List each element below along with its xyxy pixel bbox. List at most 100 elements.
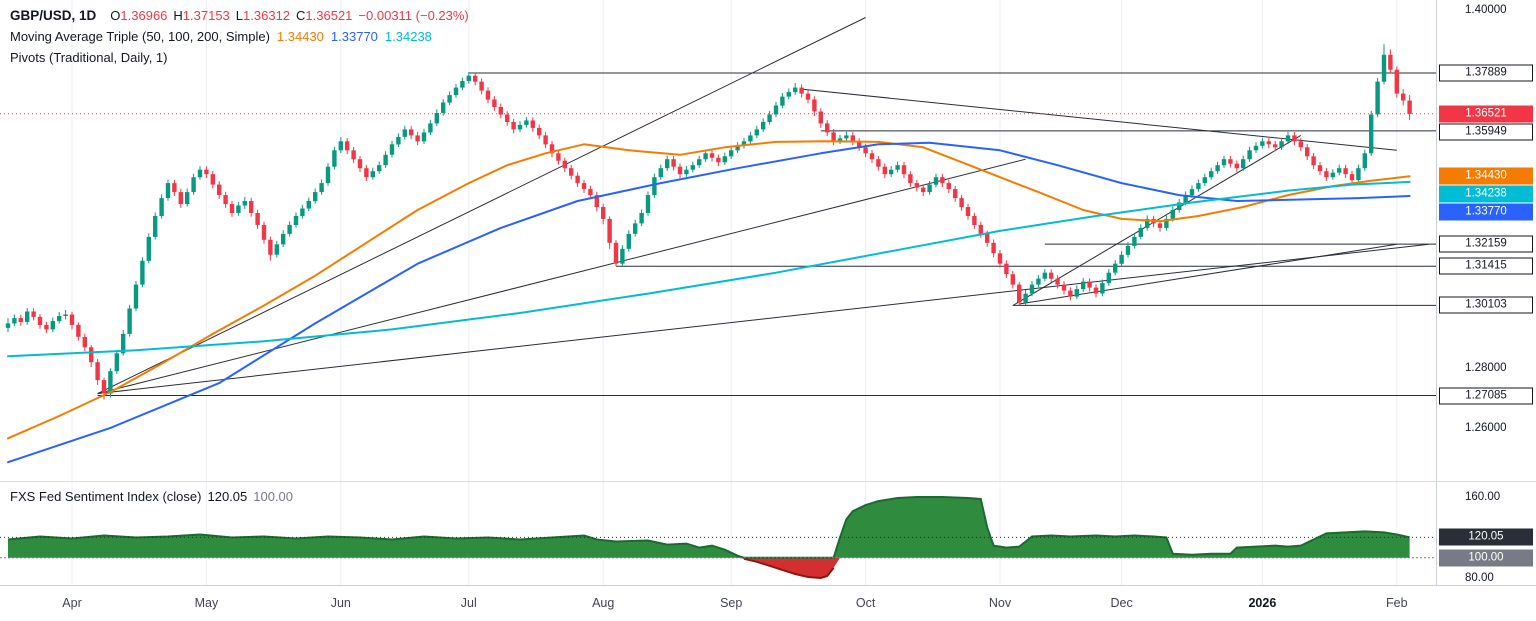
candle-body: [1394, 69, 1399, 94]
candle-body: [1093, 287, 1099, 294]
candle-body: [1087, 281, 1092, 288]
candle-body: [1029, 284, 1035, 294]
trendline[interactable]: [97, 17, 866, 395]
candle-body: [524, 120, 529, 125]
sentiment-pane-svg[interactable]: [0, 481, 1436, 585]
candles[interactable]: [5, 44, 1412, 400]
x-axis-label: Dec: [1110, 596, 1133, 610]
price-pane-svg[interactable]: [0, 0, 1436, 481]
ma-indicator-row[interactable]: Moving Average Triple (50, 100, 200, Sim…: [10, 26, 469, 47]
candle-body: [1401, 93, 1406, 101]
price-scale[interactable]: 1.40000 1.28000 1.26000 1.37889 1.36521 1.359…: [1436, 0, 1536, 585]
candle-body: [1023, 293, 1028, 303]
candle-body: [1253, 145, 1259, 151]
candle-body: [985, 233, 990, 243]
candle-body: [613, 242, 619, 264]
candle-body: [882, 166, 887, 175]
candle-body: [1189, 189, 1195, 196]
candle-body: [1209, 171, 1214, 178]
candle-body: [857, 141, 862, 148]
ohlc-values: O1.36966 H1.37153 L1.36312 C1.36521: [104, 8, 352, 23]
candle-body: [1407, 100, 1412, 114]
candle-body: [159, 198, 164, 216]
candle-body: [1042, 272, 1047, 279]
candle-body: [89, 347, 94, 363]
candle-body: [1074, 289, 1079, 297]
candle-body: [261, 224, 267, 240]
candle-body: [543, 135, 548, 145]
pivot-price-badge: 1.31415: [1439, 257, 1533, 275]
candle-body: [217, 184, 222, 195]
current-price-badge: 1.36521: [1439, 105, 1533, 123]
candle-body: [1202, 177, 1207, 184]
candle-body: [748, 135, 753, 142]
x-axis-label: 2026: [1248, 596, 1277, 610]
candle-body: [1324, 171, 1329, 178]
symbol-row[interactable]: GBP/USD, 1D O1.36966 H1.37153 L1.36312 C1.36…: [10, 5, 469, 26]
candle-body: [351, 150, 356, 160]
candle-body: [645, 195, 651, 213]
sentiment-pane[interactable]: [0, 481, 1436, 585]
candle-body: [396, 136, 401, 145]
candle-body: [460, 81, 465, 88]
pane-separator[interactable]: [0, 481, 1536, 482]
x-axis-label: Feb: [1386, 596, 1408, 610]
candle-body: [716, 157, 721, 163]
ohlc-value: 1.36521: [305, 8, 353, 23]
symbol-title[interactable]: GBP/USD, 1D: [10, 8, 97, 23]
candle-body: [57, 316, 62, 322]
candle-body: [121, 333, 126, 354]
candle-body: [281, 233, 286, 245]
candle-body: [1010, 274, 1015, 285]
candle-body: [1183, 195, 1188, 203]
candle-body: [466, 75, 471, 82]
sma-100-line[interactable]: [7, 141, 1411, 464]
candle-body: [242, 201, 247, 206]
candle-body: [639, 213, 644, 224]
candle-body: [1177, 202, 1182, 210]
candle-body: [741, 141, 747, 146]
candle-body: [389, 144, 395, 155]
x-axis-label: Apr: [62, 596, 82, 610]
trendline[interactable]: [97, 243, 1429, 395]
x-axis-label: May: [194, 596, 219, 610]
pivots-indicator-title: Pivots (Traditional, Daily, 1): [10, 50, 168, 65]
candle-body: [25, 311, 30, 322]
candle-body: [1138, 227, 1143, 237]
candle-body: [735, 145, 740, 151]
candle-body: [441, 102, 446, 113]
trendline[interactable]: [97, 158, 1026, 395]
candle-body: [1100, 283, 1105, 294]
sma-50-line[interactable]: [7, 140, 1411, 440]
candle-body: [895, 165, 900, 170]
ma-price-badge: 1.34430: [1439, 167, 1533, 185]
price-tick-label: 1.40000: [1465, 4, 1507, 16]
candle-body: [300, 208, 305, 216]
sentiment-area-negative[interactable]: [8, 557, 1410, 578]
candle-body: [447, 95, 452, 103]
sentiment-legend[interactable]: FXS Fed Sentiment Index (close) 120.05 100…: [10, 486, 293, 507]
candle-body: [185, 192, 190, 204]
pivots-indicator-row[interactable]: Pivots (Traditional, Daily, 1): [10, 47, 469, 68]
price-pane[interactable]: [0, 0, 1436, 481]
candle-body: [5, 323, 11, 328]
candle-body: [601, 207, 606, 219]
x-axis-label: Sep: [720, 596, 743, 610]
candle-body: [127, 308, 132, 334]
time-scale[interactable]: Apr May Jun Jul Aug Sep Oct Nov Dec 2026 Feb: [0, 585, 1536, 621]
candle-body: [946, 183, 951, 190]
candle-body: [50, 321, 55, 330]
trendline[interactable]: [801, 88, 1397, 151]
candle-body: [697, 159, 702, 166]
candle-body: [754, 129, 759, 136]
candle-body: [889, 169, 894, 175]
trendline[interactable]: [1019, 243, 1397, 305]
sma-200-line[interactable]: [7, 180, 1411, 358]
candle-body: [549, 144, 555, 154]
sentiment-area-positive[interactable]: [8, 497, 1410, 558]
candle-body: [793, 87, 798, 93]
ohlc-key: C: [296, 8, 306, 23]
candle-body: [428, 123, 433, 133]
candle-body: [505, 114, 510, 122]
candle-body: [313, 192, 318, 202]
